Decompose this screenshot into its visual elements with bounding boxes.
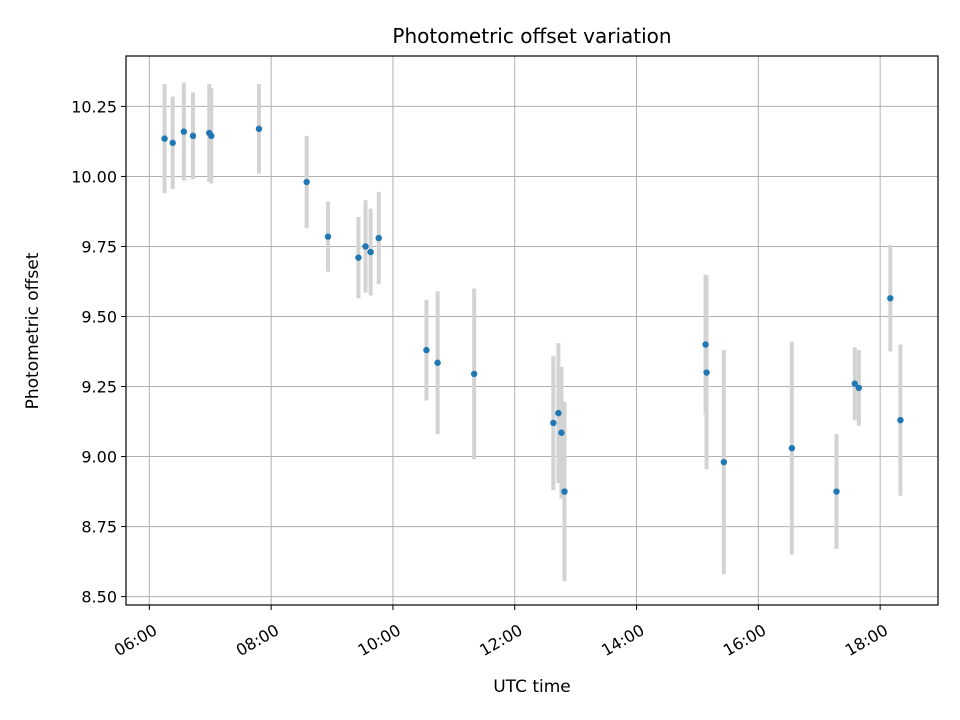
data-point — [169, 139, 176, 147]
y-tick-label: 8.50 — [81, 588, 117, 607]
data-point — [423, 346, 430, 354]
data-point — [434, 359, 441, 366]
data-point — [561, 488, 568, 495]
data-point — [788, 444, 796, 452]
chart-title: Photometric offset variation — [392, 24, 671, 48]
plot-frame — [125, 55, 939, 606]
data-point — [303, 178, 310, 186]
data-point — [702, 341, 709, 348]
y-tick-label: 8.75 — [81, 518, 117, 537]
y-axis-label: Photometric offset — [23, 252, 43, 409]
data-point — [189, 132, 197, 140]
y-tick-label: 10.25 — [71, 97, 117, 116]
grid-lines — [126, 56, 938, 605]
data-point — [367, 248, 374, 256]
data-point — [324, 233, 332, 240]
data-point — [255, 125, 263, 133]
y-tick-label: 9.25 — [81, 378, 117, 397]
data-point — [720, 458, 728, 466]
data-point — [555, 409, 562, 417]
data-point — [833, 488, 840, 495]
data-point — [208, 132, 215, 140]
data-point — [550, 419, 557, 427]
data-point — [470, 370, 478, 378]
y-tick-label: 10.00 — [71, 167, 117, 186]
y-tick-label: 9.75 — [81, 237, 117, 256]
y-tick-label: 9.00 — [81, 448, 117, 467]
data-point — [161, 135, 168, 142]
y-tick-label: 9.50 — [81, 307, 117, 326]
data-point — [887, 295, 894, 302]
data-point — [180, 128, 188, 135]
x-axis-label: UTC time — [493, 677, 571, 697]
data-point — [851, 380, 858, 387]
data-point — [703, 369, 710, 376]
data-point — [558, 429, 565, 436]
data-point — [897, 416, 904, 424]
data-point — [855, 384, 863, 392]
data-point — [375, 234, 382, 242]
data-point — [355, 254, 362, 261]
data-point — [362, 243, 369, 250]
data-points — [161, 125, 904, 495]
